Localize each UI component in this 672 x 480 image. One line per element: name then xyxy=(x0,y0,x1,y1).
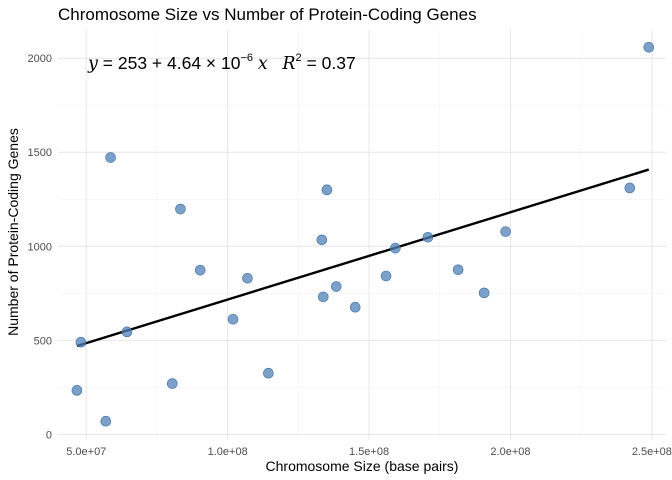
data-point xyxy=(194,264,206,276)
regression-line xyxy=(76,168,650,348)
data-point xyxy=(380,270,392,282)
y-tick-label: 500 xyxy=(34,335,52,347)
data-point xyxy=(121,326,133,338)
data-point xyxy=(263,367,274,379)
x-tick-label: 2.5e+08 xyxy=(632,446,672,458)
x-axis-title: Chromosome Size (base pairs) xyxy=(266,458,459,474)
data-point xyxy=(390,242,401,254)
chart-title: Chromosome Size vs Number of Protein-Cod… xyxy=(58,5,477,24)
data-point xyxy=(624,182,636,194)
data-point xyxy=(478,287,490,299)
r-squared-symbol: R xyxy=(282,54,296,74)
x-tick-label: 1.0e+08 xyxy=(208,446,248,458)
equation-exponent: −6 xyxy=(240,52,254,64)
equation-x-symbol: x xyxy=(257,54,268,74)
data-point xyxy=(100,415,112,427)
x-tick-label: 2.0e+08 xyxy=(490,446,530,458)
data-point xyxy=(316,234,328,246)
r-squared-exponent: 2 xyxy=(295,52,302,64)
data-point xyxy=(452,264,464,276)
data-points xyxy=(71,42,655,427)
major-gridlines xyxy=(58,30,666,440)
x-tick-label: 1.5e+08 xyxy=(349,446,389,458)
y-tick-label: 1000 xyxy=(28,241,52,253)
data-point xyxy=(349,301,361,313)
data-point xyxy=(75,336,87,348)
y-tick-label: 0 xyxy=(46,429,52,441)
data-point xyxy=(643,42,655,53)
data-point xyxy=(242,272,253,284)
data-point xyxy=(422,231,434,243)
data-point xyxy=(321,184,333,196)
data-point xyxy=(166,378,178,389)
y-axis-title: Number of Protein-Coding Genes xyxy=(5,128,21,336)
data-point xyxy=(330,281,342,292)
x-axis-ticks: 5.0e+07 1.0e+08 1.5e+08 2.0e+08 2.5e+08 xyxy=(66,446,672,458)
r-squared-value: = 0.37 xyxy=(306,53,356,73)
equation-body: = 253 + 4.64 × 10 xyxy=(102,53,241,73)
y-tick-label: 1500 xyxy=(28,147,52,159)
data-point xyxy=(317,291,329,303)
data-point xyxy=(105,152,116,163)
y-axis-ticks: 0 500 1000 1500 2000 xyxy=(28,53,52,441)
regression-equation: y = 253 + 4.64 × 10−6 x R2 = 0.37 xyxy=(88,52,356,74)
data-point xyxy=(500,226,511,237)
data-point xyxy=(71,385,83,396)
data-point xyxy=(227,313,239,325)
minor-gridlines xyxy=(58,30,666,440)
x-tick-label: 5.0e+07 xyxy=(66,446,106,458)
regression-line-layer xyxy=(76,168,650,348)
data-point xyxy=(175,203,186,215)
y-tick-label: 2000 xyxy=(28,53,52,65)
equation-y-symbol: y xyxy=(88,54,98,74)
